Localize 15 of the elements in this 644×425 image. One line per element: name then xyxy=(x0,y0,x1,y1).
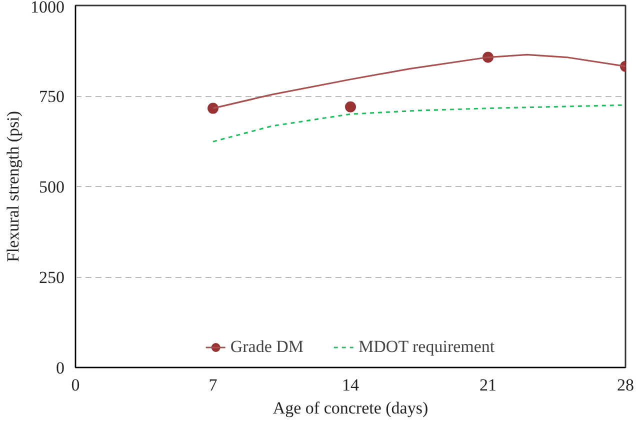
x-tick-label: 7 xyxy=(208,376,218,394)
x-tick-label: 28 xyxy=(617,376,634,394)
x-tick-label: 14 xyxy=(342,376,360,394)
y-tick-label: 500 xyxy=(39,178,64,196)
point xyxy=(345,101,356,112)
x-tick-label: 0 xyxy=(71,376,80,394)
x-tick-label: 21 xyxy=(480,376,496,394)
x-axis-title: Age of concrete (days) xyxy=(272,398,428,418)
y-tick-label: 250 xyxy=(39,268,64,287)
y-tick-label: 750 xyxy=(39,87,64,106)
legend-label: Grade DM xyxy=(230,337,304,357)
y-tick-label: 1000 xyxy=(30,0,64,16)
y-axis-title: Flexural strength (psi) xyxy=(4,110,22,262)
legend-label: MDOT requirement xyxy=(358,337,495,357)
y-tick-label: 0 xyxy=(56,358,64,378)
